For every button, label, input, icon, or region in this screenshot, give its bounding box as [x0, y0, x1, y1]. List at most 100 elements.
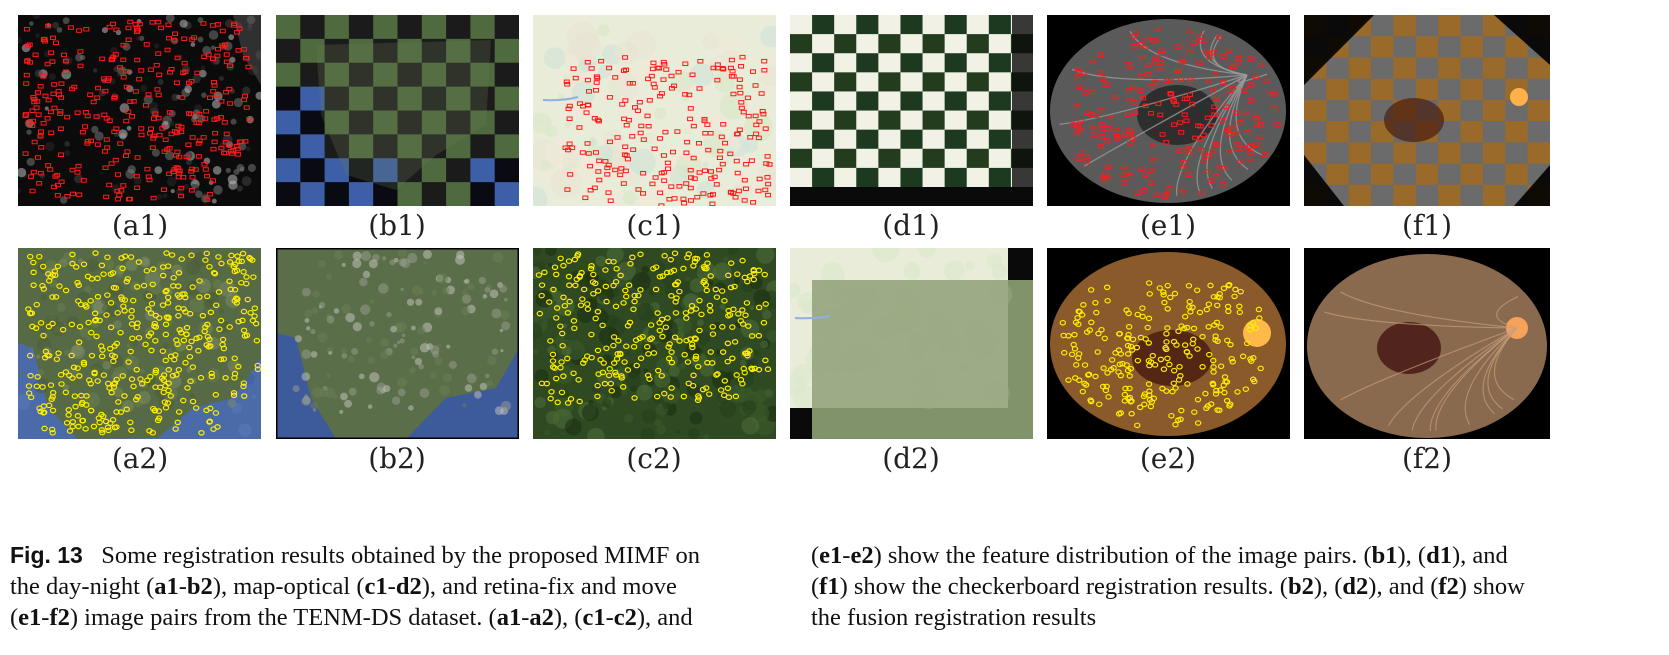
- caption-left-line-1: Fig. 13 Some registration results obtain…: [10, 540, 770, 571]
- checker-cell: [878, 111, 901, 131]
- checker-cell: [834, 34, 857, 54]
- panel-c2-optical-features: [533, 248, 776, 439]
- image-checkerboard-retina: [1304, 15, 1550, 206]
- checker-cell: [945, 168, 968, 188]
- checker-cell: [856, 130, 879, 150]
- checker-cell: [1371, 185, 1394, 206]
- checker-cell: [300, 182, 325, 206]
- checker-cell: [967, 72, 990, 92]
- checker-cell: [1461, 121, 1484, 143]
- checker-cell: [398, 15, 423, 39]
- checker-cell: [856, 72, 879, 92]
- checker-cell: [276, 39, 301, 63]
- image-fusion-map-optical: [790, 248, 1033, 439]
- checker-cell: [1349, 164, 1372, 186]
- checker-cell: [1461, 100, 1484, 122]
- checker-cell: [495, 87, 519, 111]
- checker-cell: [989, 53, 1012, 73]
- caption-left-line-3: (e1-f2) image pairs from the TENM-DS dat…: [10, 602, 770, 633]
- checker-cell: [812, 34, 835, 54]
- checker-cell: [276, 182, 301, 206]
- caption-ref: c1: [582, 604, 605, 631]
- checker-cell: [989, 34, 1012, 54]
- checker-cell: [1304, 100, 1327, 122]
- panel-f2-fusion: [1304, 248, 1550, 439]
- caption-ref: c1: [365, 573, 388, 600]
- checker-cell: [790, 72, 813, 92]
- checker-cell: [422, 182, 447, 206]
- figure-caption-right: (e1-e2) show the feature distribution of…: [811, 540, 1566, 633]
- checker-cell: [923, 130, 946, 150]
- checker-cell: [945, 111, 968, 131]
- label-c2: (c2): [554, 442, 754, 475]
- checker-cell: [349, 15, 374, 39]
- checker-cell: [1461, 142, 1484, 164]
- checker-cell: [834, 130, 857, 150]
- label-a1: (a1): [40, 209, 240, 242]
- panel-e2-retina-features: [1047, 248, 1290, 439]
- checker-cell: [856, 91, 879, 111]
- checker-cell: [1371, 79, 1394, 101]
- checker-cell: [1416, 15, 1439, 37]
- checker-cell: [812, 53, 835, 73]
- checker-cell: [1393, 15, 1416, 37]
- label-e2: (e2): [1068, 442, 1268, 475]
- checker-cell: [1438, 142, 1461, 164]
- checker-cell: [900, 34, 923, 54]
- checker-cell: [790, 15, 813, 35]
- checker-cell: [1461, 57, 1484, 79]
- label-b2: (b2): [297, 442, 497, 475]
- panel-d1-checkerboard: [790, 15, 1033, 206]
- caption-text: Some registration results obtained by th…: [101, 542, 700, 569]
- checker-cell: [878, 168, 901, 188]
- checker-cell: [1304, 79, 1327, 101]
- checker-cell: [856, 15, 879, 35]
- caption-ref: f1: [819, 573, 839, 600]
- checker-cell: [834, 53, 857, 73]
- checker-cell: [967, 53, 990, 73]
- image-fusion-night-optical: [276, 248, 519, 439]
- checker-cell: [834, 111, 857, 131]
- checker-cell: [373, 15, 398, 39]
- checker-cell: [1483, 79, 1506, 101]
- checker-cell: [1528, 100, 1550, 122]
- checker-cell: [856, 111, 879, 131]
- checker-cell: [1371, 142, 1394, 164]
- checker-cell: [1349, 185, 1372, 206]
- checker-cell: [495, 182, 519, 206]
- image-fusion-retina: [1304, 248, 1550, 439]
- checker-cell: [1349, 100, 1372, 122]
- image-checkerboard-map-optical: [790, 15, 1033, 206]
- checker-cell: [1349, 142, 1372, 164]
- checker-cell: [812, 72, 835, 92]
- checker-cell: [495, 134, 519, 158]
- checker-cell: [276, 158, 301, 182]
- checker-cell: [1438, 15, 1461, 37]
- checker-cell: [989, 15, 1012, 35]
- label-e1: (e1): [1068, 209, 1268, 242]
- checker-cell: [923, 15, 946, 35]
- caption-ref: b1: [1372, 542, 1398, 569]
- figure-label: Fig. 13: [10, 542, 83, 568]
- panel-b1-checkerboard: [276, 15, 519, 206]
- checker-cell: [790, 130, 813, 150]
- panel-b2-fusion: [276, 248, 519, 439]
- overlay-layer: [812, 280, 1033, 439]
- checker-cell: [923, 34, 946, 54]
- checker-cell: [878, 72, 901, 92]
- checker-cell: [900, 130, 923, 150]
- checker-cell: [790, 111, 813, 131]
- checker-cell: [1438, 57, 1461, 79]
- checker-cell: [967, 168, 990, 188]
- checker-cell: [790, 168, 813, 188]
- image-night-with-red-keypoints: [18, 15, 261, 206]
- checker-cell: [878, 130, 901, 150]
- checker-cell: [446, 15, 471, 39]
- checker-cell: [989, 149, 1012, 169]
- checker-cell: [1326, 121, 1349, 143]
- checker-cell: [495, 15, 519, 39]
- checker-cell: [900, 168, 923, 188]
- checker-cell: [1461, 185, 1484, 206]
- checker-cell: [967, 34, 990, 54]
- checker-cell: [325, 15, 350, 39]
